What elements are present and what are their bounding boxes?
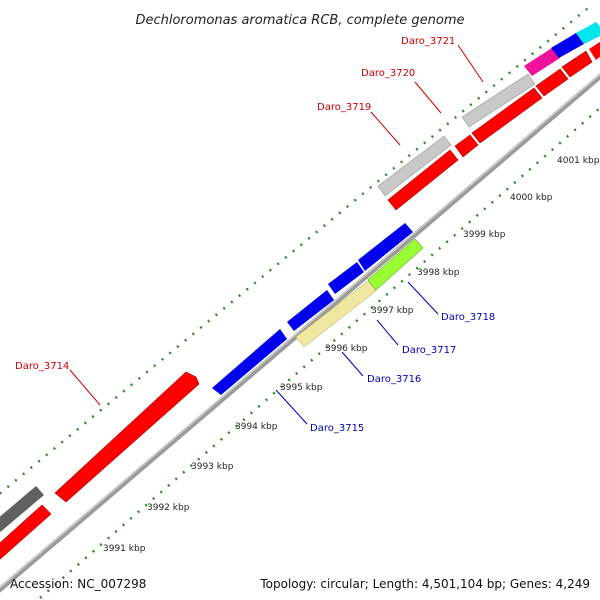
reverse-tick-dots [39, 107, 600, 599]
page-title: Dechloromonas aromatica RCB, complete ge… [135, 13, 464, 28]
gene-fwd-blue[interactable] [551, 33, 584, 58]
inner-forward-genes [0, 38, 600, 561]
tick-label: 4000 kbp [510, 193, 553, 203]
label-daro-3717[interactable]: Daro_3717 [402, 345, 456, 356]
tick-label: 3997 kbp [371, 306, 414, 316]
gene-inner-red-5[interactable] [535, 68, 569, 97]
gene-rev-yellow[interactable] [295, 280, 377, 348]
tick-label: 3993 kbp [191, 462, 234, 472]
forward-genes [0, 22, 600, 534]
gene-inner-red-1[interactable] [0, 504, 52, 561]
tick-label: 3992 kbp [147, 503, 190, 513]
forward-tick-dots [0, 7, 589, 496]
gene-daro-3715[interactable] [212, 329, 287, 395]
gene-inner-red-7[interactable] [589, 38, 600, 60]
summary-label: Topology: circular; Length: 4,501,104 bp… [259, 577, 590, 591]
tick-label: 3994 kbp [235, 422, 278, 432]
gene-daro-3716[interactable] [287, 290, 334, 331]
accession-label: Accession: NC_007298 [10, 577, 146, 591]
tick-label: 3991 kbp [103, 544, 146, 554]
gene-fwd-darkgray[interactable] [0, 486, 44, 534]
gene-daro-3714[interactable] [54, 371, 200, 503]
label-daro-3715[interactable]: Daro_3715 [310, 423, 364, 434]
gene-daro-3720[interactable] [461, 73, 536, 128]
tick-label: 3995 kbp [280, 383, 323, 393]
label-daro-3716[interactable]: Daro_3716 [367, 374, 421, 385]
label-daro-3720[interactable]: Daro_3720 [361, 68, 415, 79]
tick-label: 3998 kbp [417, 268, 460, 278]
tick-labels: 3991 kbp 3992 kbp 3993 kbp 3994 kbp 3995… [103, 156, 600, 554]
label-daro-3718[interactable]: Daro_3718 [441, 312, 495, 323]
gene-rev-lime[interactable] [367, 238, 424, 291]
gene-daro-3717[interactable] [328, 262, 364, 294]
gene-inner-red-6[interactable] [561, 50, 593, 78]
reverse-genes [212, 223, 424, 395]
tick-label: 4001 kbp [557, 156, 600, 166]
label-daro-3714[interactable]: Daro_3714 [15, 361, 69, 372]
gene-inner-red-4[interactable] [471, 87, 543, 144]
leader-lines [69, 44, 484, 425]
tick-label: 3996 kbp [325, 344, 368, 354]
gene-daro-3721[interactable] [524, 48, 560, 76]
gene-inner-red-2[interactable] [387, 149, 459, 211]
tick-label: 3999 kbp [463, 230, 506, 240]
gene-daro-3718[interactable] [358, 223, 413, 271]
label-daro-3721[interactable]: Daro_3721 [401, 36, 455, 47]
gene-fwd-cyan[interactable] [576, 22, 600, 44]
label-daro-3719[interactable]: Daro_3719 [317, 102, 371, 113]
backbone [0, 73, 600, 593]
gene-labels: Daro_3714 Daro_3719 Daro_3720 Daro_3721 … [15, 36, 495, 434]
gene-inner-red-3[interactable] [454, 134, 479, 158]
gene-daro-3719[interactable] [377, 135, 452, 197]
